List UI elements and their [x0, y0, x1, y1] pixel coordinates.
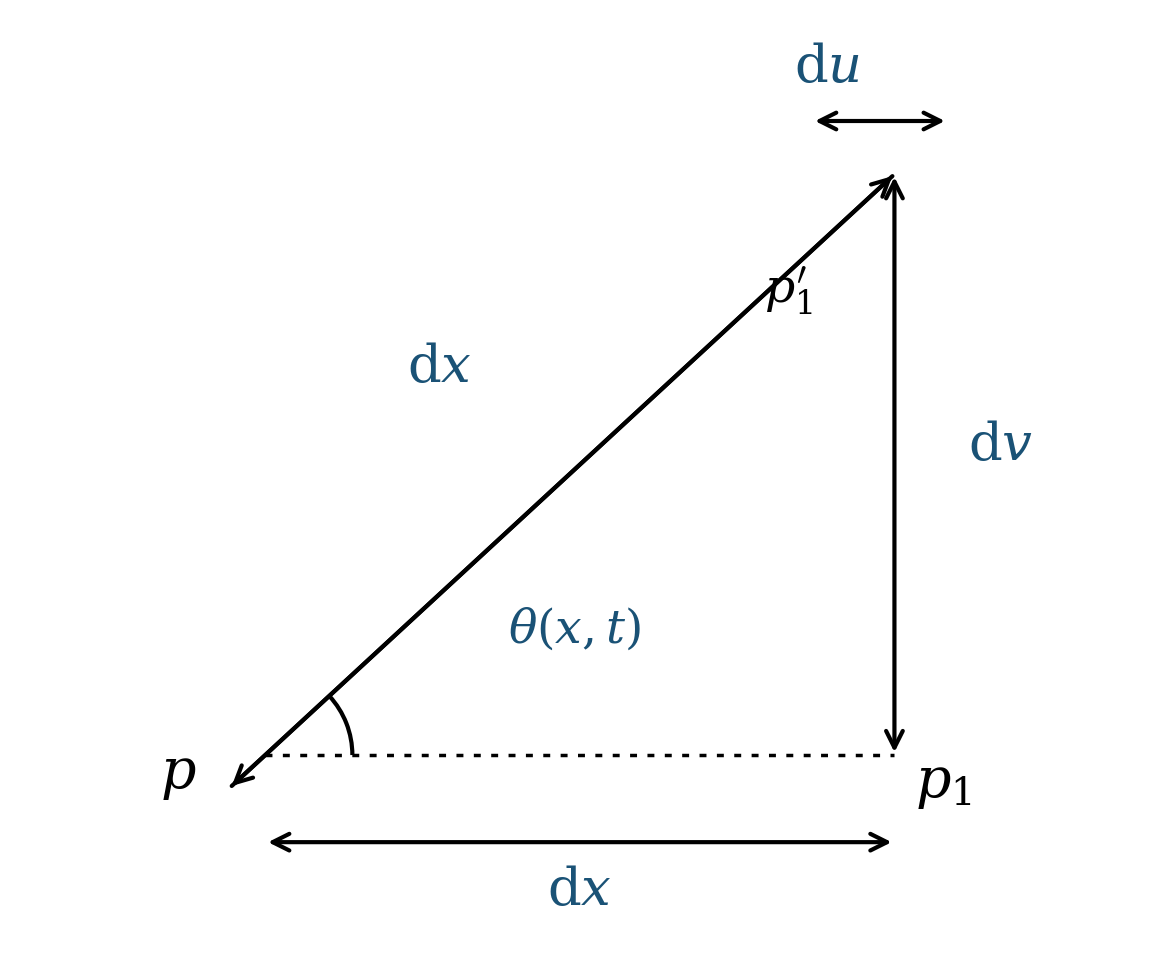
Text: $\mathrm{d}v$: $\mathrm{d}v$: [968, 420, 1034, 470]
Text: $\mathrm{d}u$: $\mathrm{d}u$: [793, 43, 860, 93]
Text: $p_1'$: $p_1'$: [764, 264, 812, 317]
Text: $\mathrm{d}x$: $\mathrm{d}x$: [407, 343, 471, 393]
Text: $\mathrm{d}x$: $\mathrm{d}x$: [547, 865, 612, 916]
Text: $\theta(x,t)$: $\theta(x,t)$: [508, 606, 642, 652]
Text: $p_1$: $p_1$: [914, 757, 971, 811]
Text: $p$: $p$: [160, 747, 197, 802]
